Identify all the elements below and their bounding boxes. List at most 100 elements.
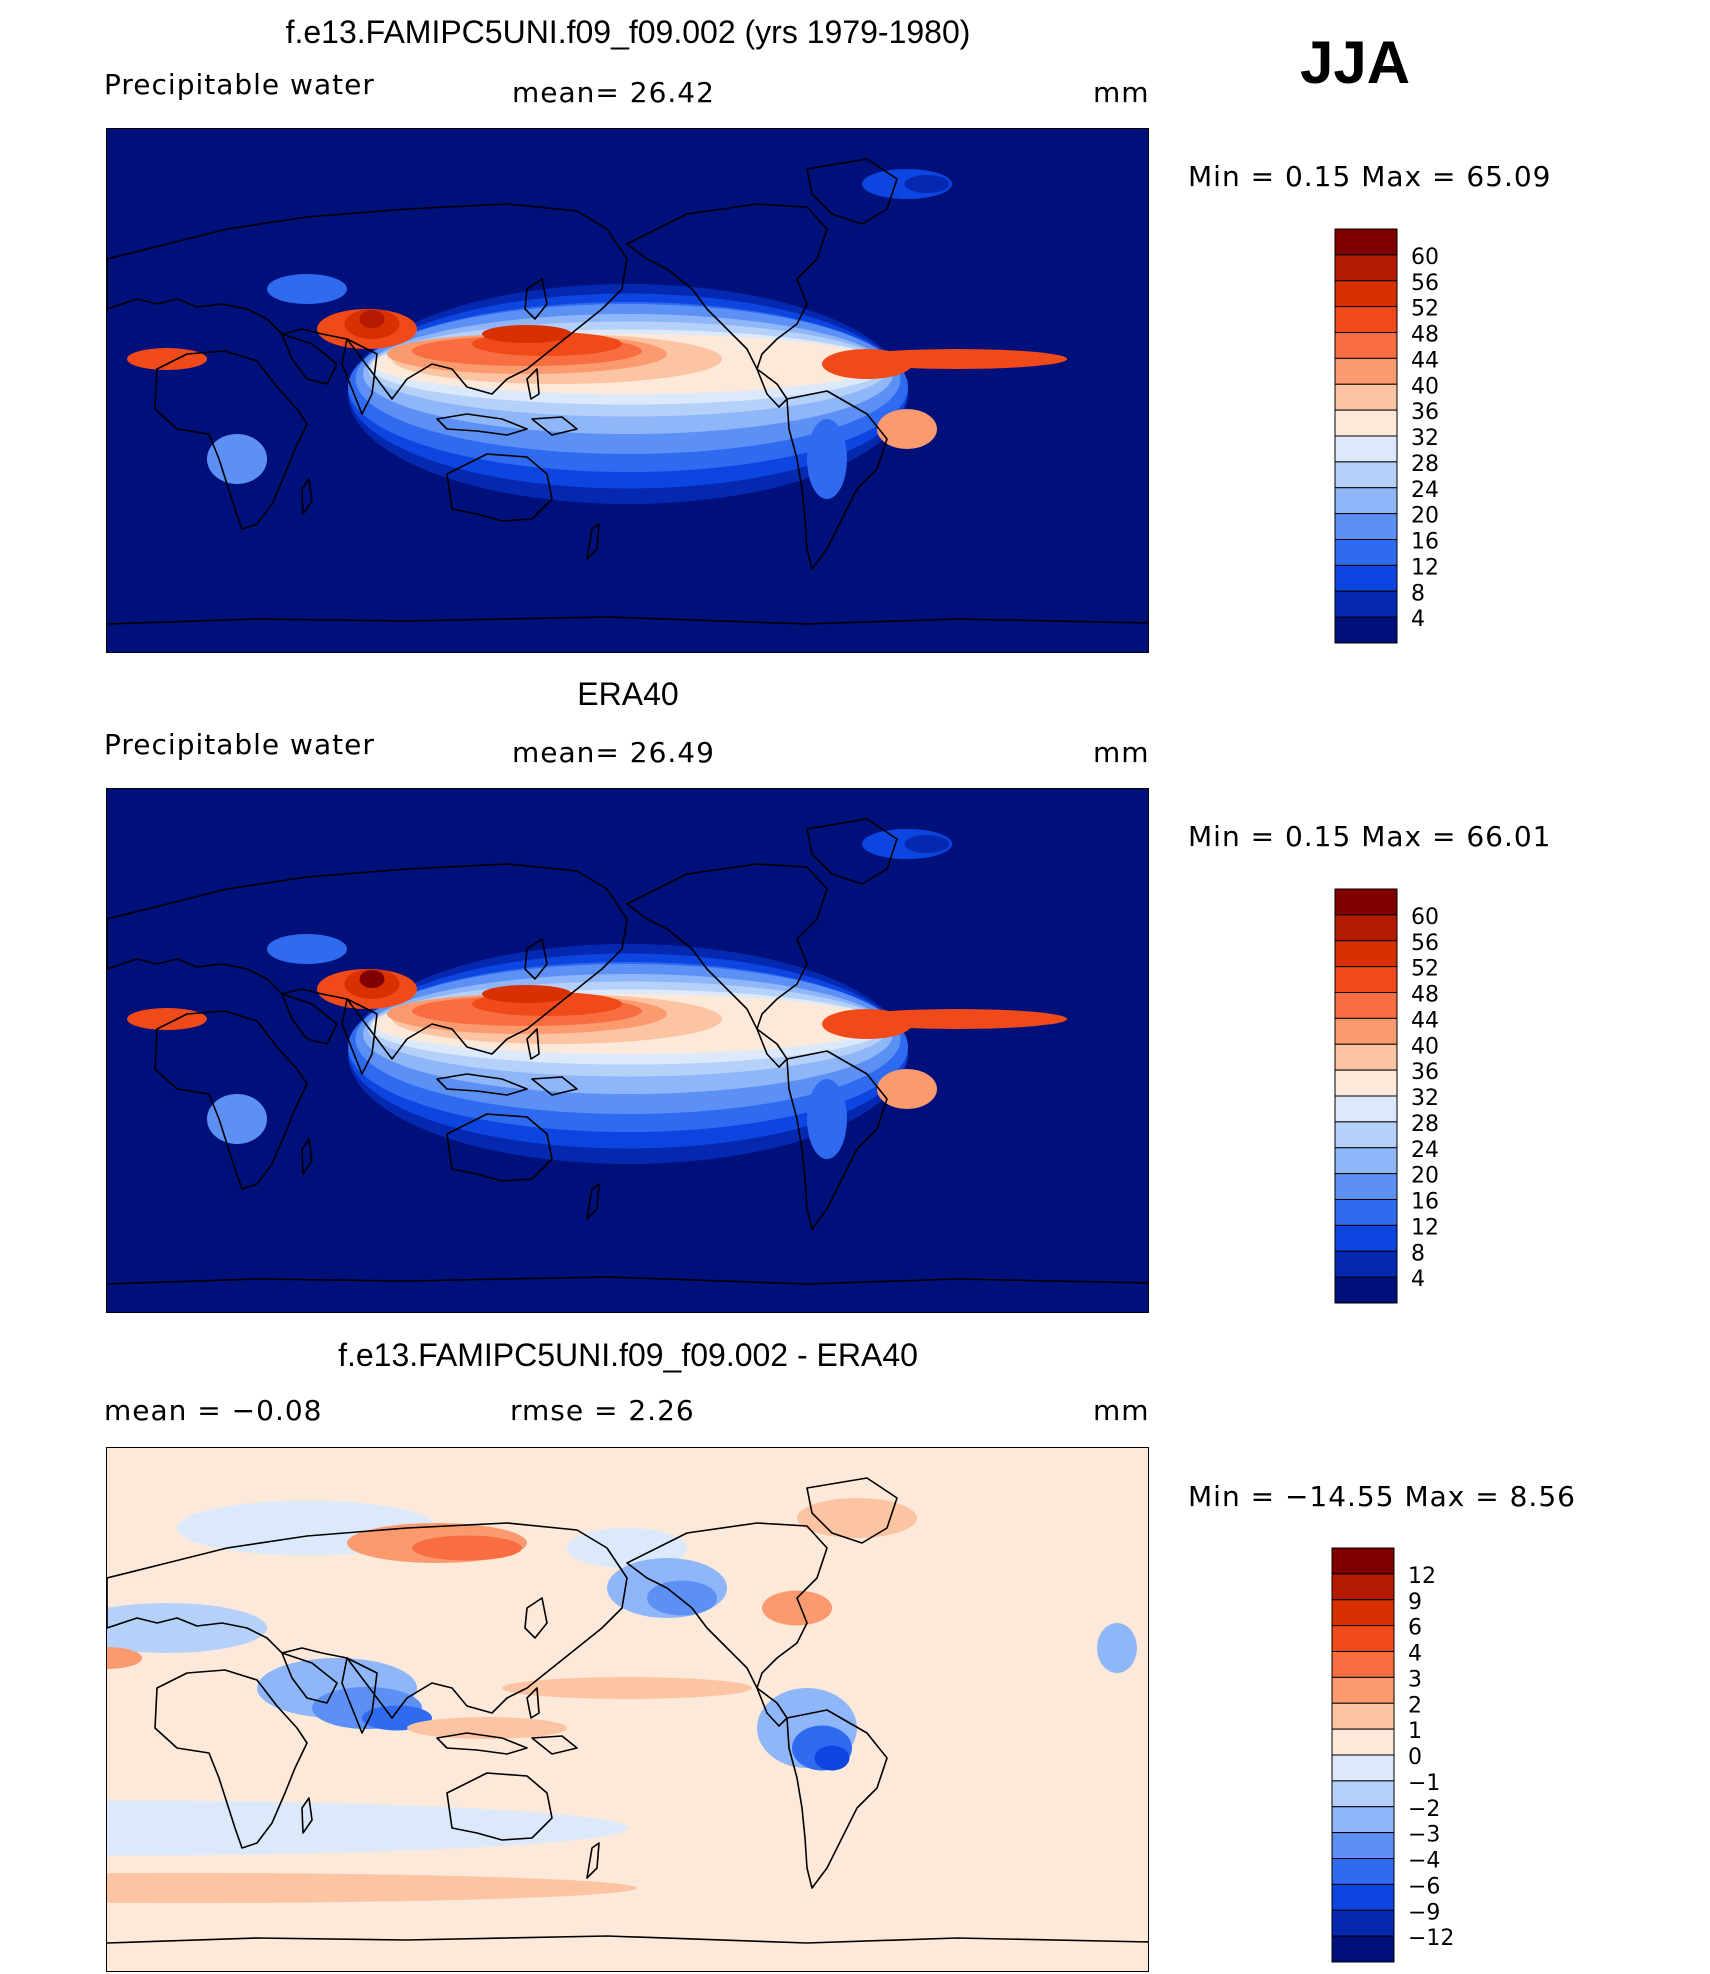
map-3-coastline: [436, 1732, 528, 1755]
map-3-field-contour: [647, 1580, 717, 1616]
map-2-coastline: [301, 1138, 313, 1175]
panel-3-rmse-label: rmse = 2.26: [510, 1394, 695, 1427]
colorbar-2-tick-label: 36: [1411, 1060, 1439, 1085]
map-2-field-contour: [127, 1008, 207, 1030]
map-1-coastline: [107, 616, 1148, 625]
colorbar-3-swatch: [1331, 1832, 1395, 1859]
map-3-coastline: [756, 1687, 788, 1727]
colorbar-2-tick-label: 44: [1411, 1008, 1439, 1033]
colorbar-3-swatch: [1331, 1547, 1395, 1575]
map-3-field-contour: [567, 1528, 687, 1568]
colorbar-1-tick-label: 60: [1411, 245, 1439, 270]
map-1-coastline: [626, 203, 828, 370]
colorbar-3-tick-label: 3: [1408, 1667, 1422, 1692]
colorbar-2-swatch: [1334, 1147, 1398, 1175]
panel-1-map: [106, 128, 1149, 653]
map-3-coastline: [154, 1669, 308, 1849]
colorbar-2-swatch: [1334, 888, 1398, 916]
map-3-coastline: [526, 1687, 540, 1719]
map-1-coastline: [154, 350, 308, 530]
colorbar-1-swatch: [1334, 616, 1398, 644]
panel-3-mean-label: mean = −0.08: [104, 1394, 323, 1427]
map-2-field-contour: [207, 1094, 267, 1144]
panel-1-units-label: mm: [1093, 76, 1150, 109]
map-1-field-contour: [482, 325, 572, 343]
map-2-coastline: [786, 1050, 888, 1230]
colorbar-3-tick-label: −1: [1408, 1771, 1440, 1796]
colorbar-3-tick-label: −12: [1408, 1926, 1454, 1951]
colorbar-1-tick-label: 12: [1411, 555, 1439, 580]
colorbar-1-tick-label: 24: [1411, 478, 1439, 503]
colorbar-3-tick-label: 4: [1408, 1642, 1422, 1667]
map-3-field-contour: [107, 1873, 637, 1903]
map-2-field-contour: [904, 835, 950, 853]
colorbar-2-tick-label: 12: [1411, 1215, 1439, 1240]
colorbar-2-swatch: [1334, 992, 1398, 1019]
panel-3-map: [106, 1447, 1149, 1972]
colorbar-1-swatch: [1334, 254, 1398, 282]
colorbar-1-swatch: [1334, 487, 1398, 515]
colorbar-3-tick-label: 6: [1408, 1616, 1422, 1641]
colorbar-1-swatch: [1334, 590, 1398, 618]
map-2-coastline: [446, 1113, 553, 1182]
colorbar-1-tick-label: 48: [1411, 323, 1439, 348]
colorbar-3-tick-label: −4: [1408, 1849, 1440, 1874]
map-1-field-contour: [904, 175, 950, 193]
colorbar-1-swatch: [1334, 513, 1398, 540]
panel-2-colorbar: 60 56 52 48 44 40 36 32 28 24 20 16 12 8 4: [1334, 888, 1439, 1304]
colorbar-3-tick-label: 12: [1408, 1564, 1436, 1589]
colorbar-2-swatch: [1334, 940, 1398, 968]
colorbar-1-swatch: [1334, 228, 1398, 256]
colorbar-3-swatch: [1331, 1754, 1395, 1782]
map-1-coastline: [786, 390, 888, 570]
panel-1-variable-label: Precipitable water: [104, 68, 375, 101]
map-1-coastline: [301, 478, 313, 515]
panel-2-units-label: mm: [1093, 736, 1150, 769]
panel-3-minmax: Min = −14.55 Max = 8.56: [1188, 1480, 1576, 1513]
map-3-field-contour: [107, 1647, 142, 1669]
colorbar-1-tick-label: 28: [1411, 452, 1439, 477]
colorbar-2-tick-label: 48: [1411, 983, 1439, 1008]
colorbar-3-tick-label: 9: [1408, 1590, 1422, 1615]
map-2-coastline: [107, 1276, 1148, 1285]
panel-2-map: [106, 788, 1149, 1313]
map-2-field-contour: [847, 1009, 1067, 1029]
colorbar-3-tick-label: −2: [1408, 1797, 1440, 1822]
colorbar-1-tick-label: 56: [1411, 271, 1439, 296]
colorbar-3-tick-label: 1: [1408, 1719, 1422, 1744]
map-2-coastline: [341, 998, 378, 1075]
map-1-coastline: [524, 278, 548, 320]
map-2-coastline: [107, 863, 628, 1060]
colorbar-2-swatch: [1334, 1199, 1398, 1226]
colorbar-1-tick-label: 20: [1411, 504, 1439, 529]
map-1-field-contour: [267, 274, 347, 304]
map-2-field-contour: [267, 934, 347, 964]
map-1-coastline: [436, 413, 528, 436]
map-3-coastline: [281, 1652, 338, 1704]
colorbar-2-tick-label: 32: [1411, 1086, 1439, 1111]
colorbar-2-swatch: [1334, 1095, 1398, 1123]
map-1-coastline: [446, 453, 553, 522]
map-3-coastline: [531, 1735, 578, 1755]
panel-3-title: f.e13.FAMIPC5UNI.f09_f09.002 - ERA40: [338, 1337, 918, 1373]
colorbar-3-swatch: [1331, 1651, 1395, 1678]
map-2-coastline: [806, 818, 898, 885]
colorbar-1-tick-label: 8: [1411, 581, 1425, 606]
colorbar-3-swatch: [1331, 1599, 1395, 1627]
colorbar-3-tick-label: 2: [1408, 1693, 1422, 1718]
colorbar-2-swatch: [1334, 966, 1398, 993]
colorbar-1-tick-label: 32: [1411, 426, 1439, 451]
colorbar-3-swatch: [1331, 1883, 1395, 1911]
map-2-coastline: [526, 1028, 540, 1060]
colorbar-1-tick-label: 40: [1411, 374, 1439, 399]
colorbar-2-tick-label: 56: [1411, 931, 1439, 956]
map-3-coastline: [806, 1477, 898, 1544]
map-1-coastline: [107, 203, 628, 400]
map-2-field-contour: [359, 970, 385, 988]
panel-1-mean-label: mean= 26.42: [512, 76, 715, 109]
map-3-coastline: [107, 1935, 1148, 1944]
colorbar-2-tick-label: 4: [1411, 1267, 1425, 1292]
colorbar-3-swatch: [1331, 1935, 1395, 1963]
map-3-coastline: [786, 1709, 888, 1889]
